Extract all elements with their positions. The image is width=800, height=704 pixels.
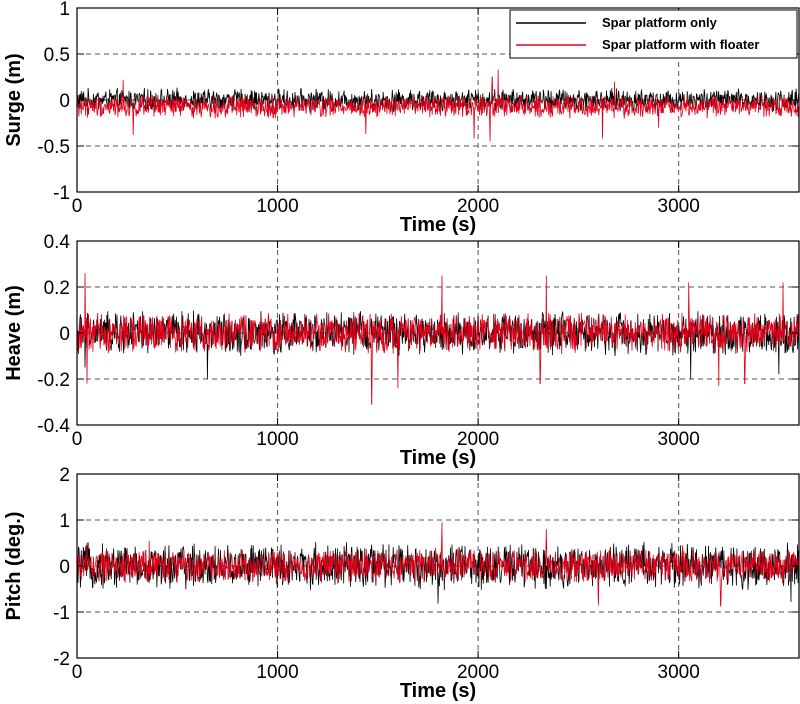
heave-ytick-label: -0.2 (37, 370, 70, 391)
heave-series-spar-with-floater (77, 273, 799, 405)
surge-ylabel: Surge (m) (3, 53, 25, 146)
legend-label-black: Spar platform only (602, 15, 718, 30)
surge-xtick-label: 1000 (256, 196, 298, 217)
pitch-panel: -2 -1 0 1 2 0 1000 2000 3000 Time (s) Pitch (deg.) (3, 465, 800, 702)
pitch-xtick-label: 1000 (256, 662, 298, 683)
surge-panel: -1 -0.5 0 0.5 1 0 1000 2000 3000 Time (s) Surge (m… (3, 0, 800, 236)
pitch-ytick-label: -1 (53, 603, 70, 624)
pitch-series-spar-with-floater (77, 522, 799, 607)
legend: Spar platform only Spar platform with fl… (509, 9, 798, 59)
heave-ytick-label: -0.4 (37, 416, 70, 437)
surge-series-spar-with-floater (77, 69, 799, 142)
heave-ytick-label: 0 (59, 324, 70, 345)
surge-xtick-label: 0 (72, 196, 83, 217)
surge-ytick-label: -0.5 (37, 137, 70, 158)
surge-ytick-label: 1 (59, 0, 70, 20)
surge-xlabel: Time (s) (400, 214, 476, 236)
heave-ytick-label: 0.4 (44, 232, 71, 253)
heave-xtick-label: 1000 (256, 429, 298, 450)
pitch-ytick-label: 1 (59, 511, 70, 532)
surge-ytick-label: -1 (53, 183, 70, 204)
heave-xtick-label: 0 (72, 429, 83, 450)
pitch-ytick-label: 0 (59, 557, 70, 578)
pitch-ytick-label: -2 (53, 649, 70, 670)
surge-ytick-label: 0.5 (44, 45, 70, 66)
pitch-xtick-label: 3000 (658, 662, 700, 683)
heave-panel: -0.4 -0.2 0 0.2 0.4 0 1000 2000 3000 Time (s) Heav… (3, 232, 800, 469)
surge-xtick-label: 2000 (457, 196, 499, 217)
legend-box (509, 9, 798, 59)
heave-ytick-label: 0.2 (44, 278, 70, 299)
pitch-ytick-label: 2 (59, 465, 70, 486)
legend-label-red: Spar platform with floater (602, 37, 759, 52)
pitch-xlabel: Time (s) (400, 680, 476, 702)
pitch-xtick-label: 2000 (457, 662, 499, 683)
pitch-xtick-label: 0 (72, 662, 83, 683)
heave-ylabel: Heave (m) (3, 285, 25, 381)
heave-xlabel: Time (s) (400, 447, 476, 469)
surge-ytick-label: 0 (59, 91, 70, 112)
heave-xtick-label: 2000 (457, 429, 499, 450)
heave-xtick-label: 3000 (658, 429, 700, 450)
pitch-ylabel: Pitch (deg.) (3, 512, 25, 621)
surge-xtick-label: 3000 (658, 196, 700, 217)
